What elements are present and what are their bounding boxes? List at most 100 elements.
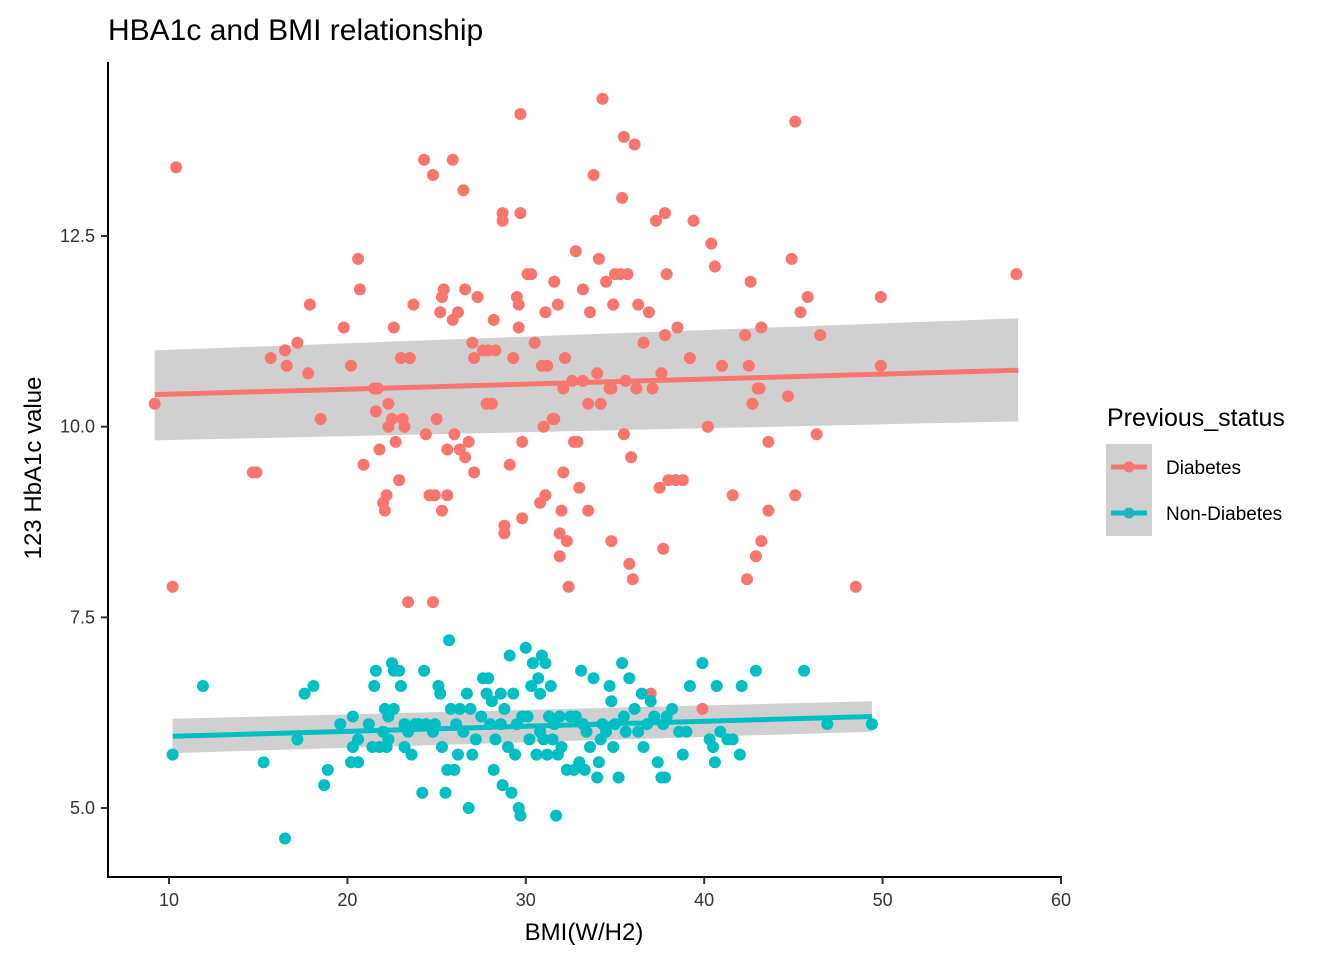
point-non-diabetes: [635, 687, 648, 700]
x-tick-label: 40: [694, 890, 714, 910]
point-diabetes: [352, 252, 365, 265]
point-non-diabetes: [821, 718, 834, 731]
point-non-diabetes: [530, 748, 543, 761]
point-diabetes: [148, 397, 161, 410]
point-non-diabetes: [279, 832, 291, 845]
point-non-diabetes: [418, 664, 431, 677]
point-non-diabetes: [526, 657, 539, 670]
point-non-diabetes: [460, 687, 473, 700]
point-diabetes: [623, 557, 636, 570]
legend-key-point-non-diabetes: [1123, 507, 1135, 519]
point-diabetes: [302, 367, 315, 380]
point-non-diabetes: [523, 733, 536, 746]
point-diabetes: [744, 275, 757, 288]
point-diabetes: [459, 451, 472, 464]
point-non-diabetes: [532, 672, 545, 685]
point-non-diabetes: [485, 695, 498, 708]
point-non-diabetes: [708, 756, 721, 769]
point-non-diabetes: [509, 748, 522, 761]
point-non-diabetes: [648, 710, 661, 723]
point-non-diabetes: [503, 649, 516, 662]
point-non-diabetes: [196, 680, 209, 692]
point-non-diabetes: [632, 725, 645, 738]
point-diabetes: [671, 321, 684, 334]
point-non-diabetes: [865, 718, 878, 731]
fit-line-non-diabetes: [172, 713, 872, 739]
point-diabetes: [386, 413, 398, 425]
x-tick-label: 50: [873, 890, 893, 910]
point-diabetes: [345, 359, 357, 372]
point-diabetes: [537, 420, 550, 433]
point-diabetes: [430, 413, 443, 425]
point-diabetes: [489, 344, 502, 357]
point-non-diabetes: [637, 741, 650, 753]
point-diabetes: [525, 268, 538, 281]
point-diabetes: [512, 298, 525, 311]
point-diabetes: [642, 306, 655, 319]
point-diabetes: [616, 191, 629, 204]
point-non-diabetes: [321, 763, 334, 776]
point-diabetes: [789, 489, 802, 502]
point-non-diabetes: [462, 802, 475, 814]
point-diabetes: [814, 329, 827, 342]
point-non-diabetes: [498, 702, 511, 715]
point-diabetes: [553, 550, 566, 563]
point-diabetes: [755, 321, 768, 334]
point-non-diabetes: [368, 680, 381, 692]
point-diabetes: [687, 214, 700, 227]
point-non-diabetes: [416, 786, 429, 799]
point-non-diabetes: [469, 733, 482, 746]
legend-entry-diabetes: Diabetes: [1111, 458, 1241, 479]
point-non-diabetes: [605, 695, 618, 708]
legend-label-non-diabetes: Non-Diabetes: [1166, 504, 1282, 525]
point-non-diabetes: [466, 748, 479, 761]
point-diabetes: [596, 92, 609, 105]
point-diabetes: [655, 367, 668, 380]
point-diabetes: [551, 298, 564, 311]
point-non-diabetes: [453, 702, 466, 715]
point-non-diabetes: [798, 664, 811, 677]
point-non-diabetes: [525, 680, 538, 692]
point-diabetes: [548, 275, 561, 288]
x-axis-ticks: 10 20 30 40 50 60: [159, 877, 1071, 910]
point-diabetes: [571, 435, 584, 448]
legend-key-background: [1106, 444, 1152, 536]
point-diabetes: [471, 291, 484, 303]
point-diabetes: [373, 443, 386, 456]
point-diabetes: [782, 390, 794, 403]
point-diabetes: [398, 420, 411, 433]
x-tick-label: 10: [159, 890, 179, 910]
point-non-diabetes: [464, 702, 477, 715]
point-non-diabetes: [482, 672, 495, 685]
point-non-diabetes: [507, 687, 520, 700]
point-non-diabetes: [362, 718, 375, 731]
point-diabetes: [514, 207, 527, 220]
point-non-diabetes: [644, 695, 657, 708]
point-diabetes: [170, 161, 183, 174]
point-non-diabetes: [749, 664, 762, 677]
point-diabetes: [587, 169, 600, 181]
point-non-diabetes: [489, 733, 502, 746]
point-diabetes: [576, 283, 589, 296]
point-non-diabetes: [555, 741, 568, 753]
point-diabetes: [653, 481, 666, 494]
point-non-diabetes: [448, 763, 461, 776]
y-tick-label: 7.5: [70, 607, 95, 627]
point-diabetes: [382, 397, 395, 410]
point-diabetes: [560, 535, 573, 548]
point-diabetes: [448, 428, 461, 441]
point-diabetes: [280, 359, 293, 372]
point-diabetes: [762, 435, 775, 448]
point-diabetes: [503, 458, 516, 471]
point-non-diabetes: [707, 741, 720, 753]
point-diabetes: [660, 268, 673, 281]
point-non-diabetes: [405, 748, 418, 761]
point-non-diabetes: [496, 779, 509, 792]
point-diabetes: [436, 504, 448, 517]
point-diabetes: [514, 108, 527, 120]
point-diabetes: [498, 527, 511, 540]
point-non-diabetes: [735, 680, 748, 692]
point-diabetes: [582, 504, 595, 517]
point-non-diabetes: [659, 771, 671, 784]
point-non-diabetes: [696, 657, 709, 670]
